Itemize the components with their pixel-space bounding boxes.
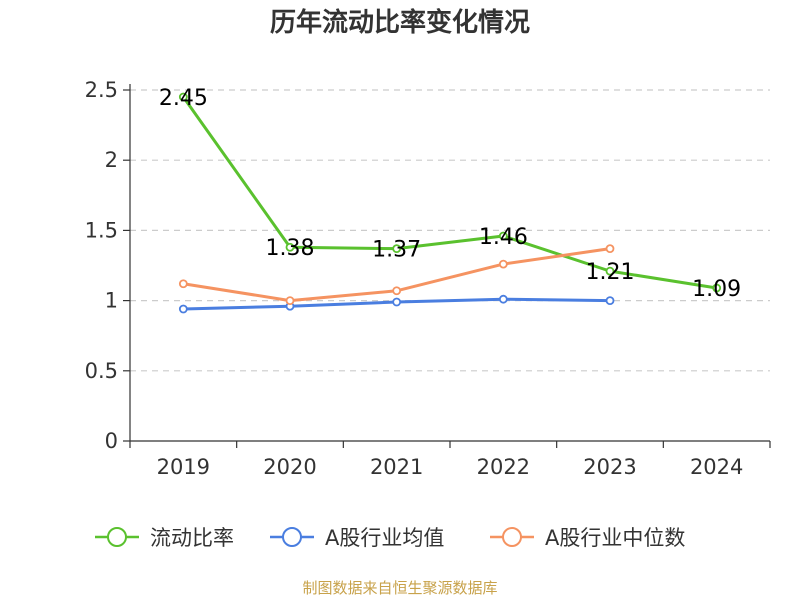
y-tick-label: 1.5 — [85, 218, 118, 242]
data-point — [498, 231, 508, 241]
x-tick-label: 2023 — [583, 455, 636, 479]
legend-swatch-marker — [282, 527, 302, 547]
source-note: 制图数据来自恒生聚源数据库 — [302, 579, 497, 597]
data-point — [712, 283, 722, 293]
data-point — [285, 296, 295, 306]
legend-swatch-marker — [502, 527, 522, 547]
legend: 流动比率 A股行业均值 A股行业中位数 — [95, 526, 685, 550]
legend-label: A股行业均值 — [325, 526, 444, 550]
data-label: 2.45 — [159, 86, 208, 111]
axes: 0 0.5 1 1.5 2 2.5 2019 2020 2021 2022 2023 2024 — [85, 78, 771, 479]
data-label: 1.09 — [692, 277, 741, 302]
data-point — [498, 294, 508, 304]
data-label: 1.46 — [479, 225, 528, 250]
data-point — [392, 244, 402, 254]
legend-label: A股行业中位数 — [545, 526, 685, 550]
x-tick-label: 2024 — [690, 455, 743, 479]
legend-swatch-marker — [107, 527, 127, 547]
y-tick-label: 1 — [105, 289, 118, 313]
data-labels: 2.45 1.38 1.37 1.46 1.21 1.09 — [159, 86, 741, 302]
legend-label: 流动比率 — [150, 526, 234, 550]
data-label: 1.37 — [372, 238, 421, 263]
series-lines — [178, 92, 722, 314]
y-tick-label: 2 — [105, 148, 118, 172]
data-point — [605, 296, 615, 306]
y-tick-label: 0.5 — [85, 359, 118, 383]
data-point — [498, 259, 508, 269]
data-label: 1.21 — [586, 260, 635, 285]
y-tick-label: 0 — [105, 429, 118, 453]
data-point — [392, 297, 402, 307]
data-point — [605, 244, 615, 254]
data-point — [392, 286, 402, 296]
x-tick-label: 2022 — [477, 455, 530, 479]
y-tick-label: 2.5 — [85, 78, 118, 102]
x-tick-label: 2020 — [263, 455, 316, 479]
chart-title: 历年流动比率变化情况 — [270, 7, 530, 38]
x-tick-label: 2019 — [157, 455, 210, 479]
data-point — [285, 242, 295, 252]
data-point — [605, 266, 615, 276]
data-point — [178, 279, 188, 289]
x-tick-label: 2021 — [370, 455, 423, 479]
grid — [130, 89, 770, 372]
data-point — [178, 304, 188, 314]
data-label: 1.38 — [266, 236, 315, 261]
series-line-0 — [182, 96, 717, 290]
data-point — [178, 92, 188, 102]
